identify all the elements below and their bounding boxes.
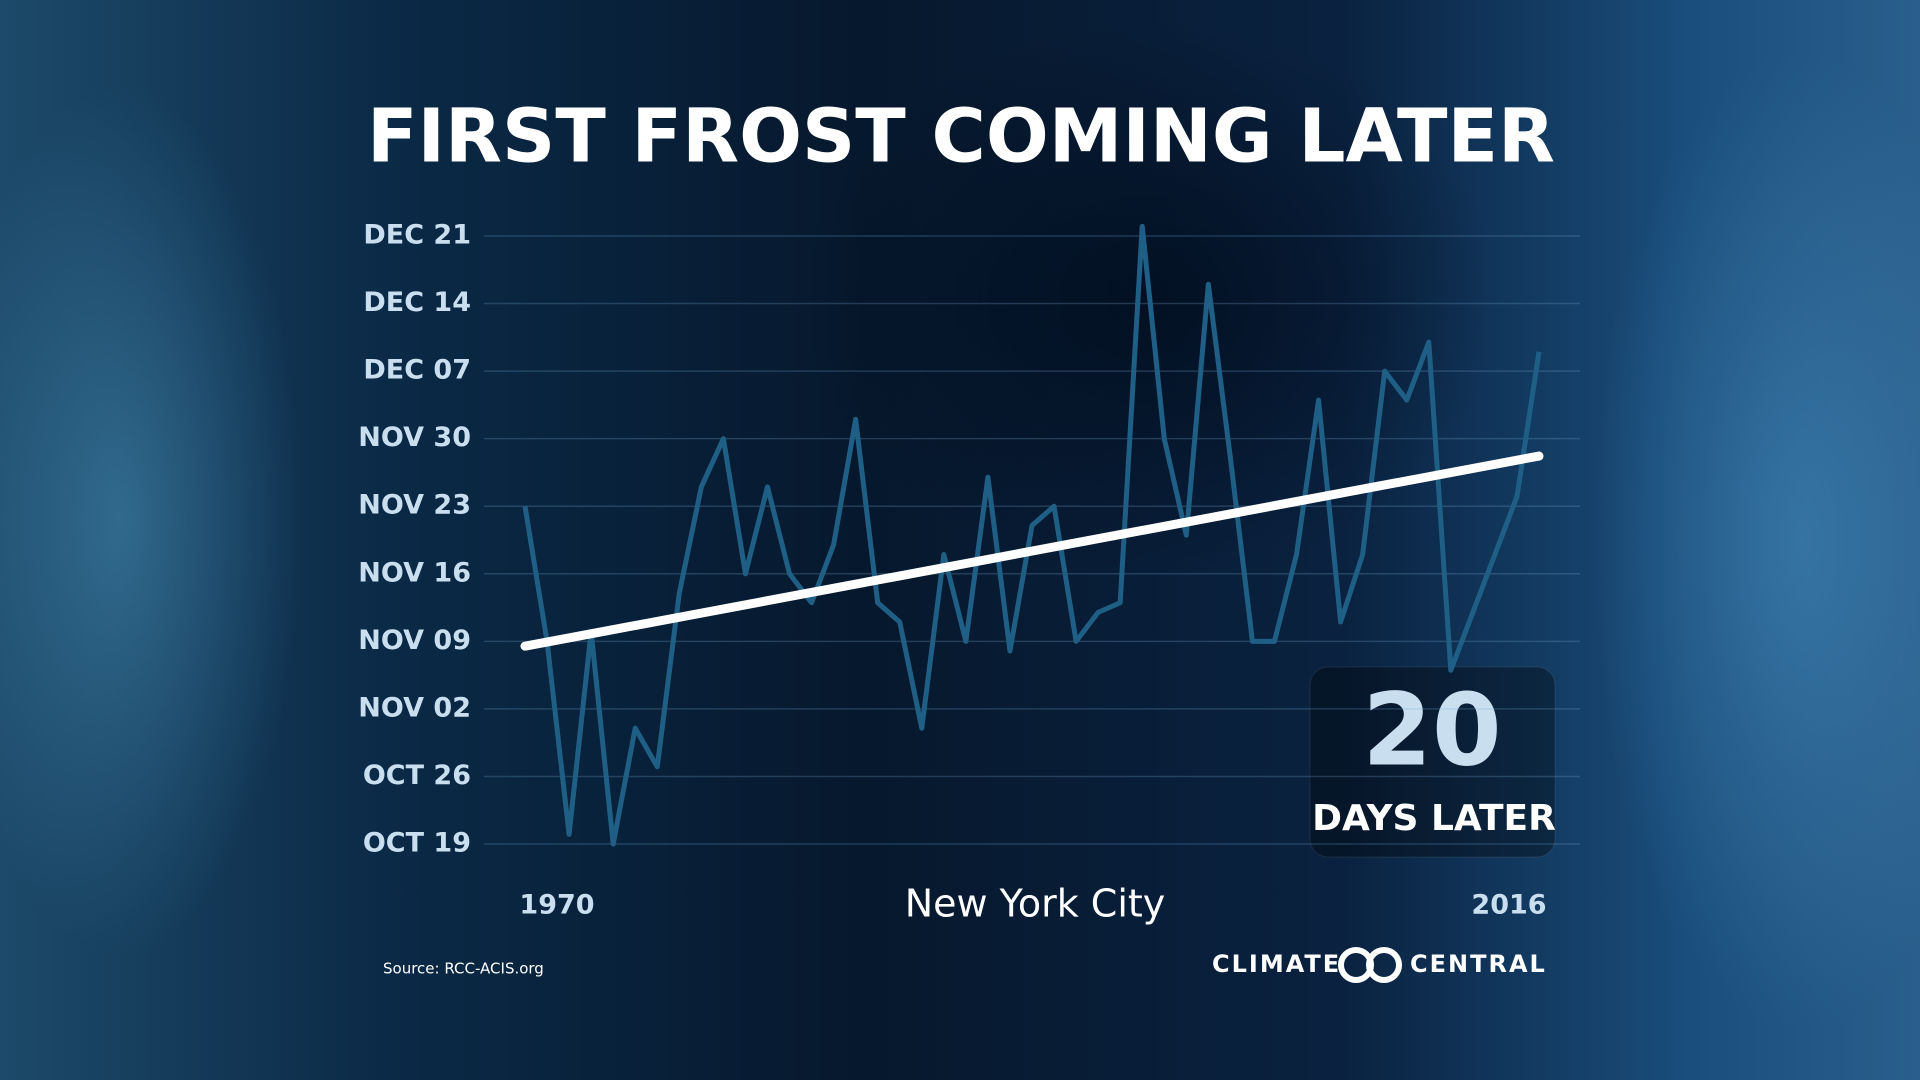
y-tick-label: NOV 30: [358, 422, 471, 453]
callout-box: [1309, 666, 1556, 858]
chart-title: FIRST FROST COMING LATER: [367, 94, 1555, 180]
brand-left: CLIMATE: [1212, 950, 1341, 978]
y-tick-label: NOV 02: [358, 692, 471, 723]
y-tick-label: NOV 23: [358, 490, 471, 521]
callout-text: DAYS LATER: [1312, 798, 1556, 839]
y-tick-label: OCT 19: [363, 828, 471, 859]
y-tick-label: NOV 16: [358, 557, 471, 588]
logo-ring: [1366, 947, 1402, 983]
x-tick-label: 2016: [1471, 890, 1546, 921]
source: Source: RCC-ACIS.org: [383, 960, 544, 978]
x-tick-label: 1970: [519, 890, 594, 921]
y-tick-label: NOV 09: [358, 625, 471, 656]
data-line: [522, 223, 1542, 847]
y-tick-label: DEC 07: [363, 355, 471, 386]
trend-line: [520, 451, 1544, 651]
y-tick-label: DEC 21: [363, 220, 471, 251]
brand-right: CENTRAL: [1410, 950, 1547, 978]
subtitle: New York City: [905, 882, 1166, 926]
y-tick-label: DEC 14: [363, 287, 471, 318]
callout-value: 20: [1362, 671, 1501, 788]
y-tick-label: OCT 26: [363, 760, 471, 791]
